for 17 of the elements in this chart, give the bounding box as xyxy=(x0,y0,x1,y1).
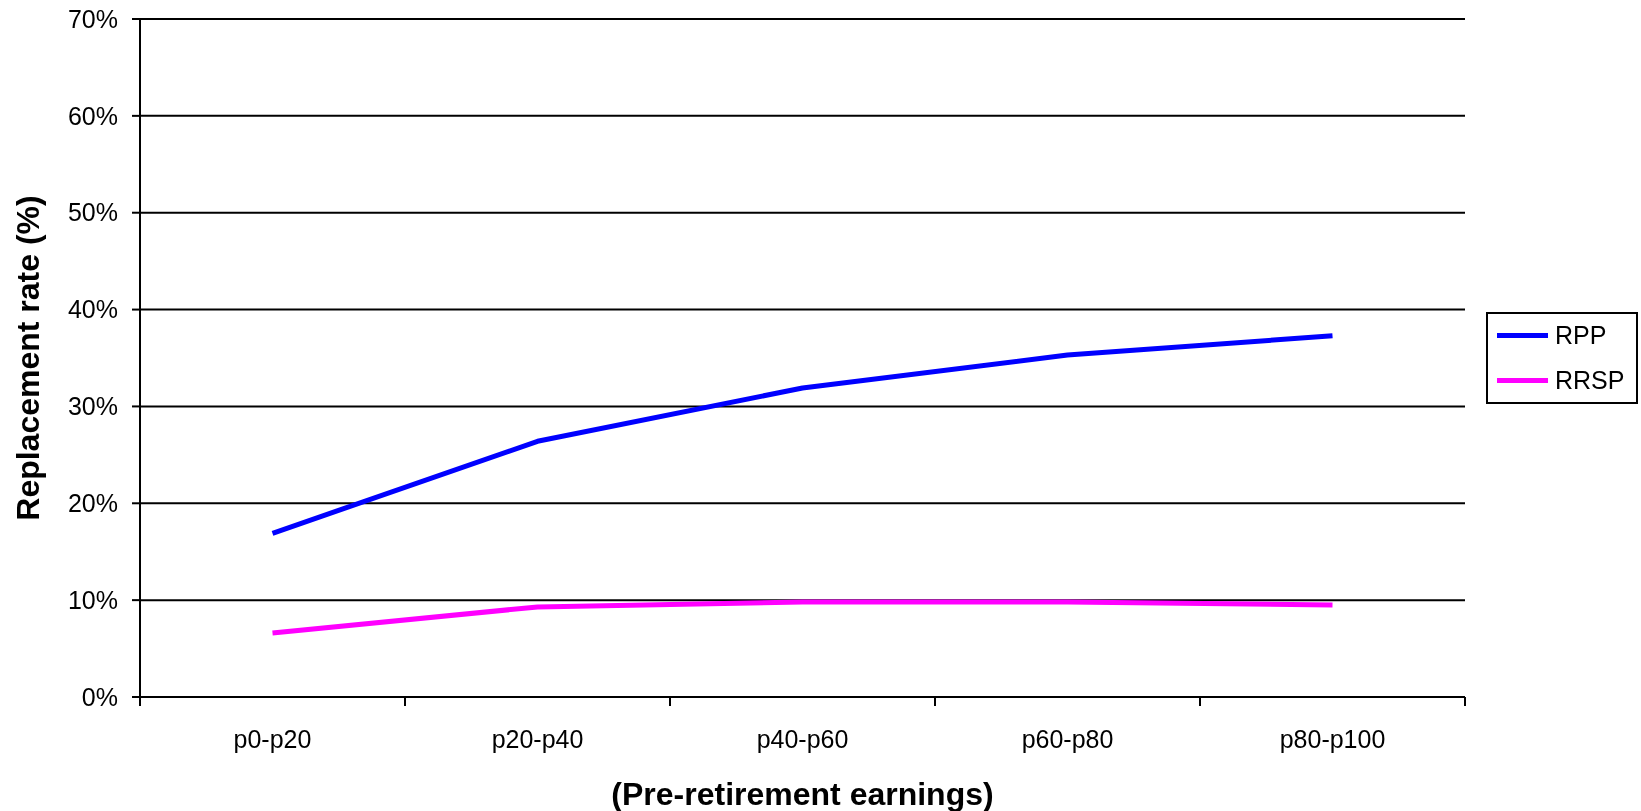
legend-label: RRSP xyxy=(1555,366,1625,395)
y-tick-label: 40% xyxy=(67,295,118,324)
legend-label: RPP xyxy=(1555,321,1607,350)
y-tick-label: 0% xyxy=(81,682,118,711)
y-tick-label: 30% xyxy=(67,392,118,421)
y-axis-title: Replacement rate (%) xyxy=(10,195,47,521)
x-axis-title: (Pre-retirement earnings) xyxy=(611,776,994,811)
x-tick-label: p60-p80 xyxy=(1021,724,1114,753)
x-tick-label: p20-p40 xyxy=(491,724,584,753)
y-tick-label: 50% xyxy=(67,198,118,227)
x-tick-label: p40-p60 xyxy=(756,724,849,753)
y-tick-label: 20% xyxy=(67,489,118,518)
x-tick-label: p80-p100 xyxy=(1279,724,1386,753)
y-tick-label: 60% xyxy=(67,101,118,130)
y-tick-label: 70% xyxy=(67,4,118,33)
y-tick-label: 10% xyxy=(67,585,118,614)
x-tick-label: p0-p20 xyxy=(233,724,312,753)
